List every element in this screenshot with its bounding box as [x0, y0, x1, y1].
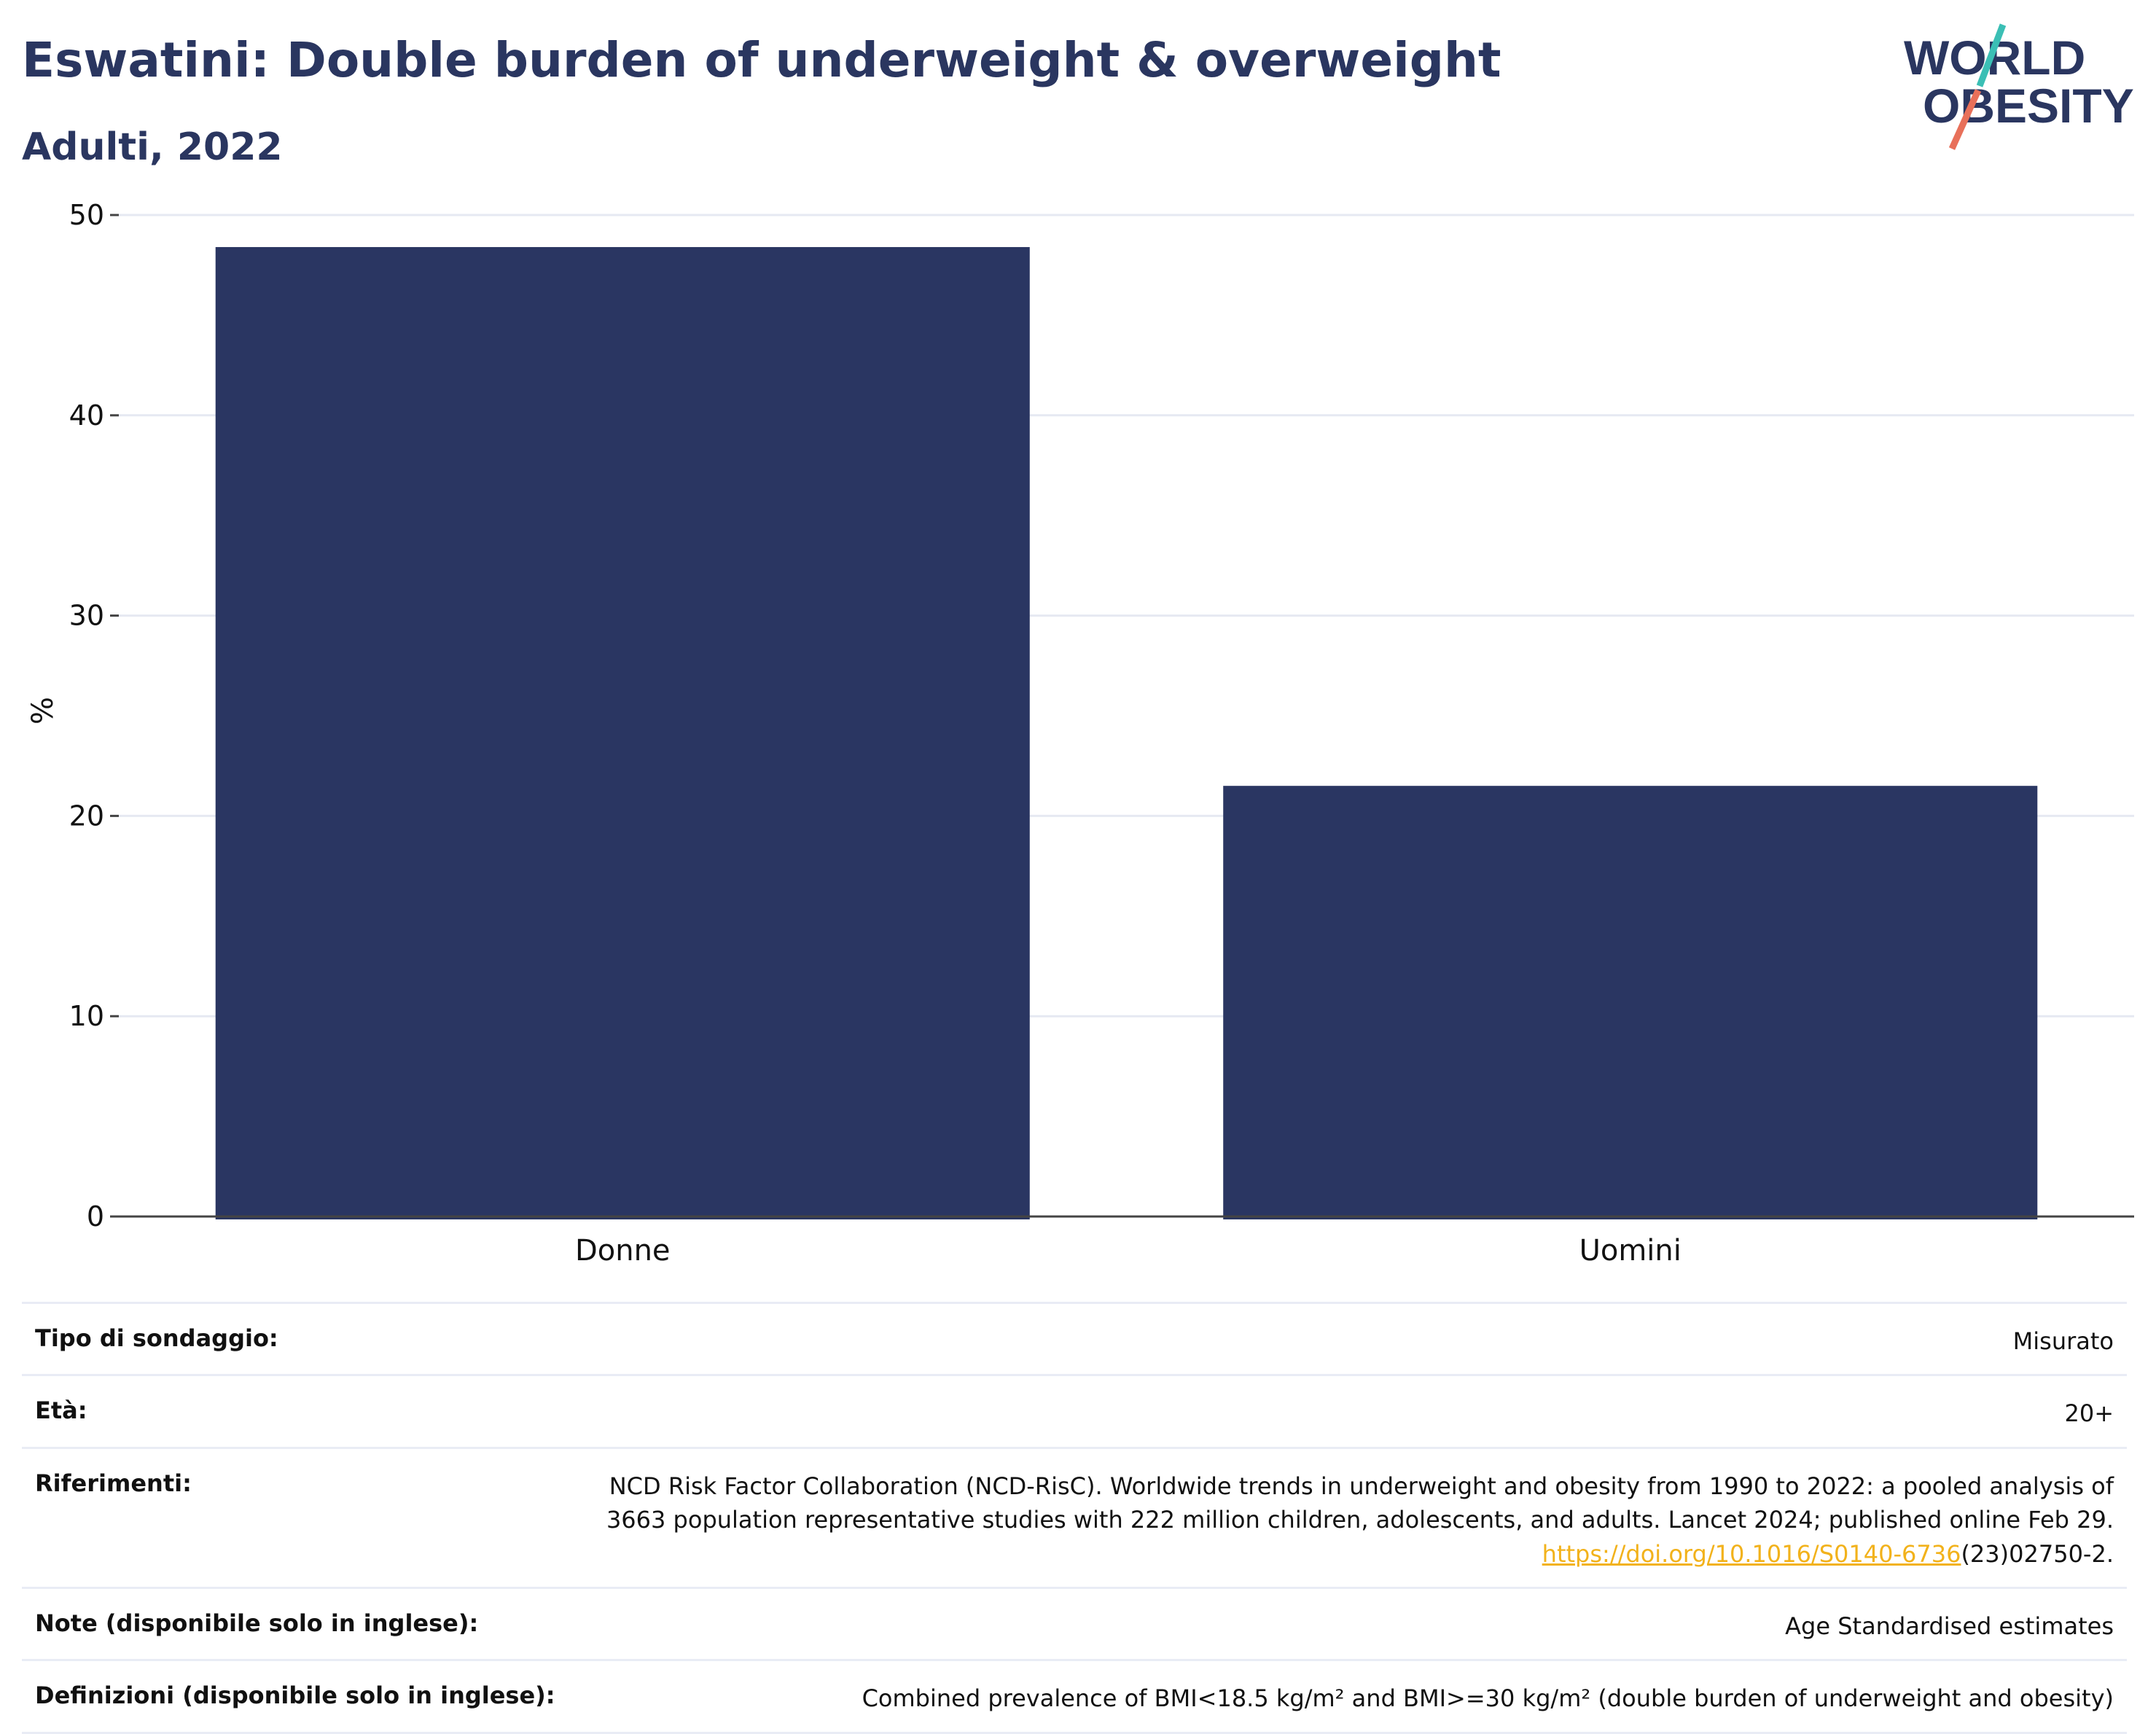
info-value: NCD Risk Factor Collaboration (NCD-RisC)… [606, 1469, 2114, 1571]
info-row-notes: Note (disponibile solo in inglese): Age … [22, 1586, 2127, 1659]
y-tick-label: 40 [69, 399, 104, 431]
x-tick-label: Donne [575, 1234, 671, 1268]
y-tick-label: 20 [69, 800, 104, 832]
info-label: Note (disponibile solo in inglese): [35, 1609, 479, 1637]
bars [215, 246, 2038, 1219]
world-obesity-logo: WORLD OBESITY [1904, 23, 2134, 150]
info-row-survey-type: Tipo di sondaggio: Misurato [22, 1302, 2127, 1374]
info-label: Riferimenti: [35, 1469, 192, 1497]
logo-slash-coral [1948, 89, 1982, 150]
info-row-references: Riferimenti: NCD Risk Factor Collaborati… [22, 1446, 2127, 1587]
y-tick-labels: 0 10 20 30 40 50 [69, 199, 119, 1233]
bar-chart: 0 10 20 30 40 50 Donne Uomini % [26, 199, 2134, 1268]
reference-doi-suffix: (23)02750-2. [1961, 1539, 2114, 1568]
info-table: Tipo di sondaggio: Misurato Età: 20+ Rif… [22, 1302, 2127, 1734]
bar-donne [215, 246, 1030, 1219]
reference-doi-link[interactable]: https://doi.org/10.1016/S0140-6736 [1542, 1539, 1961, 1568]
info-label: Età: [35, 1397, 87, 1425]
info-label: Tipo di sondaggio: [35, 1324, 278, 1352]
info-value: Combined prevalence of BMI<18.5 kg/m² an… [862, 1684, 2114, 1713]
chart-subtitle: Adulti, 2022 [22, 125, 283, 169]
info-row-definitions: Definizioni (disponibile solo in inglese… [22, 1659, 2127, 1734]
info-value: 20+ [2064, 1399, 2114, 1428]
logo-text-obesity: OBESITY [1923, 79, 2134, 133]
info-value: Misurato [2012, 1327, 2114, 1355]
info-label: Definizioni (disponibile solo in inglese… [35, 1682, 555, 1710]
logo-slash-teal [1976, 23, 2007, 87]
y-tick-label: 50 [69, 199, 104, 231]
reference-text-line1: NCD Risk Factor Collaboration (NCD-RisC)… [609, 1472, 2114, 1500]
y-tick-label: 10 [69, 1000, 104, 1032]
info-row-age: Età: 20+ [22, 1374, 2127, 1446]
reference-text-line2: 3663 population representative studies w… [606, 1506, 2114, 1534]
x-tick-labels: Donne Uomini [575, 1234, 1682, 1268]
bar-uomini [1223, 786, 2038, 1219]
y-tick-label: 30 [69, 600, 104, 632]
chart-title: Eswatini: Double burden of underweight &… [22, 32, 1501, 88]
info-value: Age Standardised estimates [1785, 1612, 2114, 1640]
y-axis-label: % [26, 697, 60, 725]
x-tick-label: Uomini [1579, 1234, 1682, 1268]
y-tick-label: 0 [87, 1200, 104, 1233]
